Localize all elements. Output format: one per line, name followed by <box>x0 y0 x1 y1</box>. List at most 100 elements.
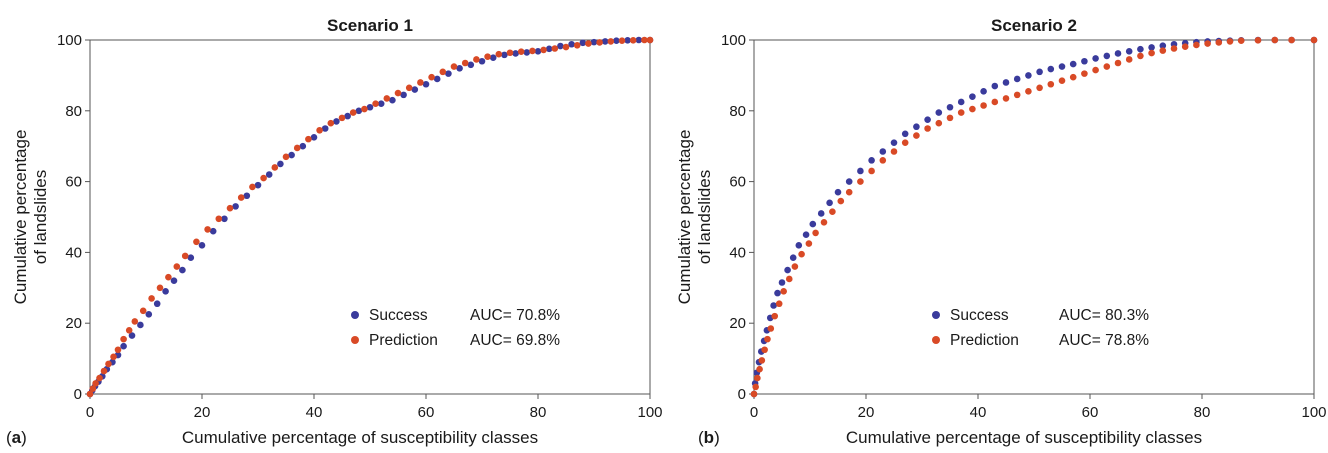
success-point <box>624 37 631 44</box>
success-point <box>344 112 351 120</box>
prediction-point <box>148 295 155 302</box>
prediction-point <box>1025 88 1032 95</box>
legend-label-prediction: Prediction <box>369 332 438 349</box>
x-tick-label: 20 <box>858 404 875 421</box>
success-point <box>834 188 842 196</box>
success-point <box>913 123 920 131</box>
success-point <box>946 103 954 111</box>
prediction-point <box>780 288 787 295</box>
prediction-point <box>771 312 779 320</box>
success-point <box>221 215 228 223</box>
prediction-point <box>585 40 592 47</box>
prediction-point <box>551 45 559 52</box>
y-tick-label: 100 <box>57 32 82 49</box>
y-tick-label: 60 <box>65 174 82 191</box>
y-tick-label: 100 <box>721 32 746 49</box>
prediction-point <box>1036 84 1043 92</box>
prediction-point <box>980 102 987 109</box>
y-tick-label: 60 <box>729 174 746 191</box>
success-point <box>1103 52 1111 60</box>
success-point <box>153 300 161 308</box>
legend-marker-success <box>351 311 359 319</box>
prediction-point <box>629 37 637 44</box>
success-point <box>232 203 239 210</box>
success-point <box>817 210 825 217</box>
prediction-point <box>1226 38 1234 45</box>
prediction-point <box>785 275 793 283</box>
y-tick-label: 80 <box>729 103 746 120</box>
prediction-point <box>495 50 503 58</box>
plot-frame <box>753 39 1315 395</box>
success-point <box>534 48 542 55</box>
success-point <box>935 109 943 116</box>
success-point <box>456 65 463 72</box>
success-point <box>162 288 169 295</box>
panel-a: Scenario 1 0 20 40 60 80 100 0 20 40 60 80 100 Cumula… <box>6 16 663 447</box>
prediction-point <box>767 325 775 332</box>
success-point <box>137 321 144 329</box>
series-prediction <box>750 36 1318 398</box>
y-axis-label: Cumulative percentageof landslides <box>675 130 714 305</box>
success-point <box>568 40 575 48</box>
success-point <box>170 277 178 285</box>
prediction-point <box>517 48 525 55</box>
prediction-point <box>868 167 875 175</box>
success-point <box>795 242 803 249</box>
prediction-point <box>1159 47 1167 54</box>
success-point <box>389 96 396 104</box>
success-point <box>501 51 508 59</box>
chart-title: Scenario 2 <box>991 16 1077 35</box>
success-point <box>128 332 136 339</box>
prediction-point <box>991 98 999 106</box>
prediction-point <box>1170 45 1178 52</box>
prediction-point <box>473 56 480 63</box>
prediction-point <box>349 109 357 116</box>
prediction-point <box>529 47 536 55</box>
x-tick-label: 40 <box>970 404 987 421</box>
success-point <box>145 311 153 318</box>
prediction-point <box>181 252 189 260</box>
prediction-point <box>305 135 312 143</box>
x-tick-label: 100 <box>1301 404 1326 421</box>
prediction-point <box>89 385 97 392</box>
prediction-point <box>156 284 164 292</box>
success-point <box>784 266 791 274</box>
prediction-point <box>237 194 245 201</box>
prediction-point <box>1114 59 1122 67</box>
prediction-point <box>338 114 346 122</box>
series-prediction <box>86 36 654 398</box>
prediction-point <box>506 49 514 57</box>
panel-letter-a: a <box>11 428 22 447</box>
prediction-point <box>417 79 424 86</box>
success-point <box>467 61 475 69</box>
prediction-point <box>372 100 379 108</box>
legend-auc-prediction: AUC= 78.8% <box>1059 332 1149 349</box>
legend-marker-prediction <box>932 336 940 344</box>
prediction-point <box>845 188 853 196</box>
legend-auc-success: AUC= 70.8% <box>470 307 560 324</box>
prediction-point <box>86 390 94 398</box>
success-point <box>377 100 385 108</box>
prediction-point <box>607 38 615 45</box>
prediction-point <box>1002 95 1010 102</box>
success-point <box>489 54 497 61</box>
success-point <box>809 220 817 228</box>
success-point <box>400 91 407 99</box>
y-axis-label: Cumulative percentageof landslides <box>11 130 50 305</box>
prediction-point <box>750 390 758 398</box>
prediction-point <box>1271 36 1279 44</box>
prediction-point <box>484 53 491 60</box>
legend-label-success: Success <box>950 307 1009 324</box>
success-point <box>422 80 430 88</box>
y-axis-label-line: of landslides <box>695 170 714 265</box>
prediction-point <box>573 42 581 49</box>
prediction-point <box>327 119 335 127</box>
prediction-point <box>131 318 139 325</box>
prediction-point <box>812 229 819 237</box>
prediction-point <box>1181 43 1189 51</box>
prediction-point <box>1137 52 1144 60</box>
success-point <box>1159 42 1167 49</box>
series-success <box>750 36 1318 398</box>
x-tick-label: 0 <box>750 404 758 421</box>
prediction-point <box>618 37 626 45</box>
